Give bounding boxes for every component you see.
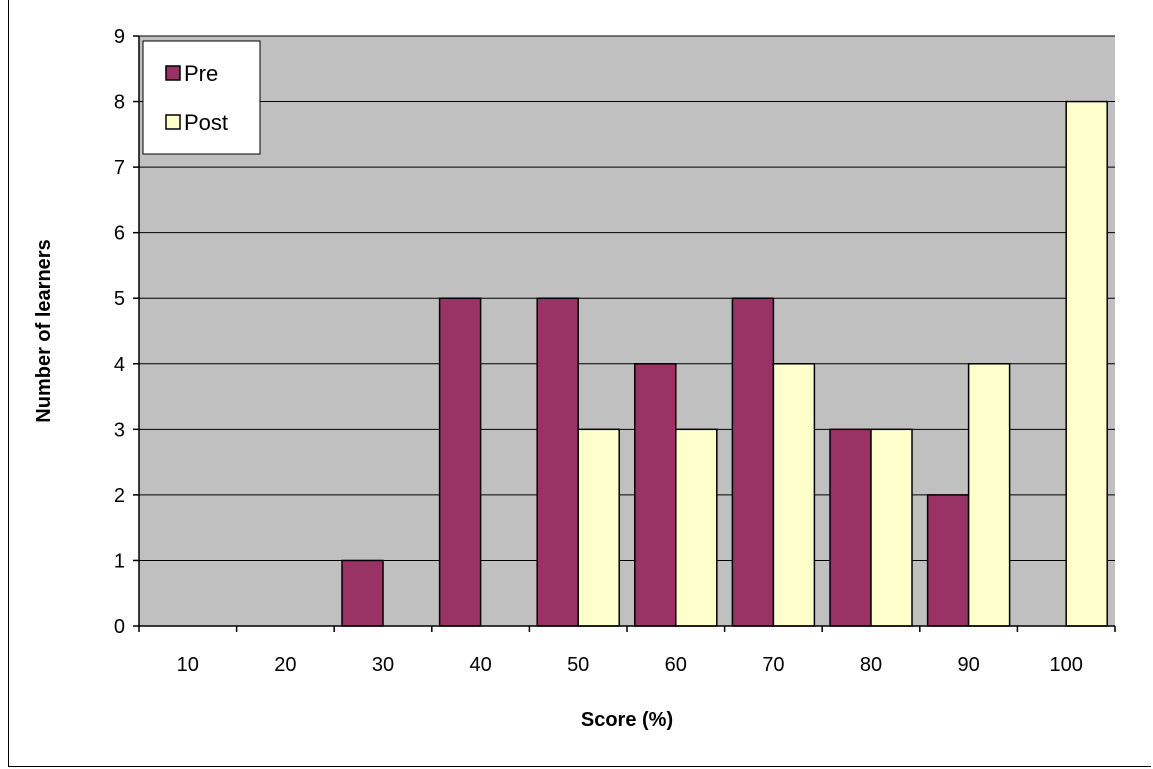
x-tick-label-30: 30 [372, 654, 394, 676]
y-tick-labels: 0 1 2 3 4 5 6 7 8 9 [114, 26, 125, 638]
x-tick-label-10: 10 [177, 654, 199, 676]
axes [133, 35, 1116, 632]
bar-post-80 [870, 428, 913, 627]
x-tick-label-20: 20 [274, 654, 296, 676]
legend-box [142, 40, 261, 155]
bar-post-60 [675, 428, 718, 627]
x-tick-label-80: 80 [860, 654, 882, 676]
y-tick-label-3: 3 [114, 419, 125, 441]
y-tick-label-8: 8 [114, 92, 125, 114]
y-tick-label-5: 5 [114, 288, 125, 310]
bar-post-90 [967, 363, 1011, 627]
x-tick-label-40: 40 [469, 654, 491, 676]
legend-label-pre: Pre [184, 61, 218, 86]
x-axis-title: Score (%) [581, 709, 673, 731]
x-tick-labels: 10 20 30 40 50 60 70 80 90 100 [177, 654, 1083, 676]
legend-swatch-post [165, 114, 181, 130]
x-tick-label-60: 60 [665, 654, 687, 676]
bar-post-70 [772, 363, 816, 627]
bar-post-100 [1065, 100, 1108, 627]
bar-pre-80 [829, 428, 872, 627]
bar-pre-70 [731, 297, 775, 627]
y-tick-label-1: 1 [114, 550, 125, 572]
x-tick-label-100: 100 [1050, 654, 1083, 676]
y-tick-label-9: 9 [114, 26, 125, 48]
y-tick-label-2: 2 [114, 485, 125, 507]
x-tick-label-70: 70 [762, 654, 784, 676]
y-tick-label-0: 0 [114, 616, 125, 638]
bar-pre-30 [341, 559, 384, 627]
legend-swatch-pre [165, 65, 181, 81]
x-tick-label-90: 90 [957, 654, 979, 676]
bar-pre-60 [634, 363, 677, 627]
bar-pre-40 [438, 297, 482, 627]
y-tick-label-4: 4 [114, 354, 125, 376]
x-tick-label-50: 50 [567, 654, 589, 676]
legend-label-post: Post [184, 110, 228, 135]
y-tick-label-7: 7 [114, 157, 125, 179]
bars [341, 100, 1108, 627]
bar-pre-90 [926, 494, 970, 627]
bar-pre-50 [536, 297, 579, 627]
y-axis-title: Number of learners [33, 239, 55, 422]
chart-frame [8, 0, 1151, 767]
legend: Pre Post [142, 40, 261, 155]
bar-post-50 [577, 428, 620, 627]
y-tick-label-6: 6 [114, 223, 125, 245]
